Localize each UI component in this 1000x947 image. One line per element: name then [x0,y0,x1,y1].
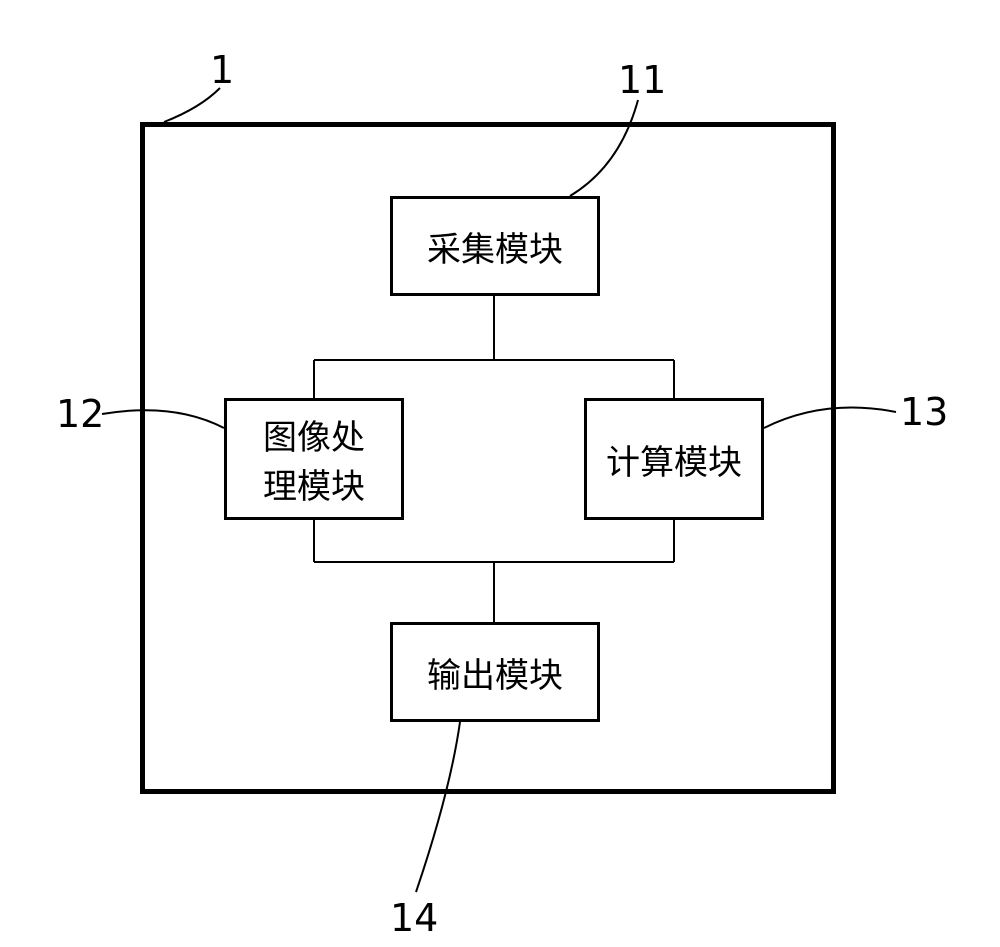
node-acquisition: 采集模块 [390,196,600,296]
node-acquisition-label: 采集模块 [427,222,563,271]
ref-label-outer: 1 [210,48,234,92]
node-image-processing-label: 图像处 理模块 [263,410,365,508]
node-computation-label: 计算模块 [606,435,742,484]
node-computation: 计算模块 [584,398,764,520]
diagram-canvas: 采集模块 图像处 理模块 计算模块 输出模块 1 11 12 13 14 [0,0,1000,947]
node-image-processing: 图像处 理模块 [224,398,404,520]
ref-label-14: 14 [390,896,438,940]
ref-label-11: 11 [618,58,666,102]
ref-label-12: 12 [56,392,104,436]
node-output-label: 输出模块 [427,648,563,697]
ref-label-13: 13 [900,390,948,434]
node-output: 输出模块 [390,622,600,722]
